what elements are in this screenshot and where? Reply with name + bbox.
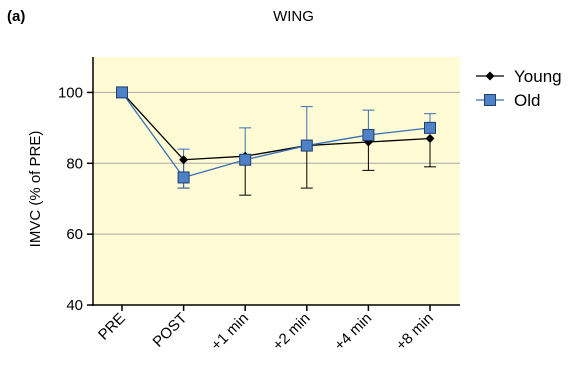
series-young-point [179, 155, 189, 165]
series-old-point [116, 86, 128, 99]
legend-old-marker [484, 94, 496, 106]
legend-young-marker [485, 71, 495, 81]
x-tick-label: +4 min [331, 310, 375, 354]
series-old-point [362, 128, 375, 141]
x-tick-label: POST [150, 310, 191, 351]
y-tick-label: 100 [58, 84, 83, 101]
series-old-point [300, 139, 313, 152]
series-old-point [239, 153, 252, 166]
legend-old-label: Old [514, 91, 540, 110]
x-tick-label: +2 min [269, 310, 313, 354]
series-old-point [177, 171, 190, 184]
series-young-point [425, 133, 435, 143]
y-tick-label: 80 [66, 155, 83, 172]
legend-young-label: Young [514, 67, 562, 86]
chart-title: WING [273, 8, 314, 25]
series-old-point [424, 121, 436, 134]
y-tick-label: 60 [66, 226, 83, 243]
x-tick-label: +1 min [208, 310, 252, 354]
x-tick-label: PRE [95, 310, 129, 344]
y-axis-label: IMVC (% of PRE) [27, 131, 44, 248]
plot-background [93, 57, 460, 305]
series-old-line [121, 92, 431, 179]
y-tick-label: 40 [66, 297, 83, 314]
x-tick-label: +8 min [393, 310, 437, 354]
panel-label: (a) [7, 8, 26, 25]
series-young-line [121, 91, 431, 161]
